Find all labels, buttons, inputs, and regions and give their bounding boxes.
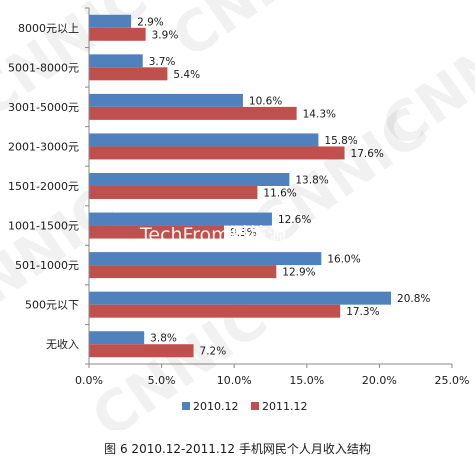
value-label: 3.7%	[149, 56, 176, 68]
value-label: 10.6%	[249, 95, 282, 107]
chart-caption: 图 6 2010.12-2011.12 手机网民个人月收入结构	[104, 442, 371, 456]
value-label: 11.6%	[263, 188, 296, 200]
value-label: 12.6%	[278, 214, 311, 226]
income-bar-chart: CNNICCNNICCNNICCNNICCNNICCNNIC 8000元以上50…	[0, 0, 475, 430]
bar-2010.12-501-1000元	[89, 252, 322, 266]
y-tick-label: 3001-5000元	[8, 101, 79, 114]
bar-2010.12-500元以下	[89, 291, 392, 305]
x-tick-label: 10.0%	[217, 374, 252, 387]
y-tick-label: 8000元以上	[18, 22, 79, 35]
bar-2010.12-3001-5000元	[89, 93, 243, 107]
x-tick-label: 25.0%	[435, 374, 470, 387]
value-label: 14.3%	[303, 108, 336, 120]
value-label: 20.8%	[397, 293, 430, 305]
bar-2010.12-5001-8000元	[89, 54, 143, 68]
bars	[89, 14, 392, 358]
techfrom-watermark: TechFrom科技源	[139, 224, 287, 246]
value-label: 9.3%	[230, 227, 257, 239]
value-label: 5.4%	[173, 69, 200, 81]
axes: 8000元以上 5001-8000元 3001-5000元 2001-3000元 150…	[8, 7, 470, 387]
cnnic-watermark-text: CNNIC	[161, 0, 359, 71]
bar-2010.12-2001-3000元	[89, 133, 319, 147]
value-label: 17.3%	[346, 306, 379, 318]
bar-2010.12-1501-2000元	[89, 173, 290, 186]
bar-2011.12-1501-2000元	[89, 186, 258, 199]
x-tick-label: 0.0%	[75, 374, 103, 387]
bar-2011.12-无收入	[89, 344, 194, 358]
value-label: 16.0%	[327, 254, 360, 266]
x-tick-label: 20.0%	[362, 374, 397, 387]
value-label: 15.8%	[324, 135, 357, 147]
value-label: 13.8%	[295, 175, 328, 187]
value-label: 2.9%	[137, 16, 164, 28]
value-label: 7.2%	[200, 346, 227, 358]
x-tick-label: 5.0%	[148, 374, 176, 387]
y-tick-label: 1001-1500元	[8, 220, 79, 233]
y-tick-label: 1501-2000元	[8, 180, 79, 193]
value-label: 3.8%	[150, 333, 177, 345]
bar-2011.12-3001-5000元	[89, 106, 297, 120]
legend: 2010.12 2011.12	[182, 400, 308, 413]
bar-2011.12-500元以下	[89, 304, 341, 318]
y-tick-label: 2001-3000元	[8, 140, 79, 153]
bar-2011.12-2001-3000元	[89, 146, 345, 160]
legend-swatch-2010.12	[182, 402, 190, 410]
value-label: 17.6%	[351, 148, 384, 160]
legend-label: 2011.12	[262, 400, 308, 413]
data-labels: 2.9%3.9% 3.7%5.4% 10.6% 14.3% 15.8%17.6% 13.8…	[137, 16, 430, 357]
bar-2010.12-8000元以上	[89, 14, 132, 28]
legend-swatch-2011.12	[251, 402, 259, 410]
y-tick-label: 5001-8000元	[8, 61, 79, 74]
bar-2011.12-8000元以上	[89, 27, 146, 41]
value-label: 12.9%	[282, 267, 315, 279]
bar-2010.12-1001-1500元	[89, 212, 272, 226]
legend-label: 2010.12	[193, 400, 239, 413]
bar-2010.12-无收入	[89, 331, 145, 345]
bar-2011.12-1001-1500元	[89, 225, 225, 239]
bar-2011.12-501-1000元	[89, 265, 277, 279]
value-label: 3.9%	[152, 29, 179, 41]
x-tick-label: 15.0%	[289, 374, 324, 387]
y-tick-label: 500元以下	[25, 299, 79, 312]
y-tick-label: 无收入	[46, 337, 79, 351]
bar-2011.12-5001-8000元	[89, 67, 168, 81]
y-tick-label: 501-1000元	[15, 259, 79, 272]
